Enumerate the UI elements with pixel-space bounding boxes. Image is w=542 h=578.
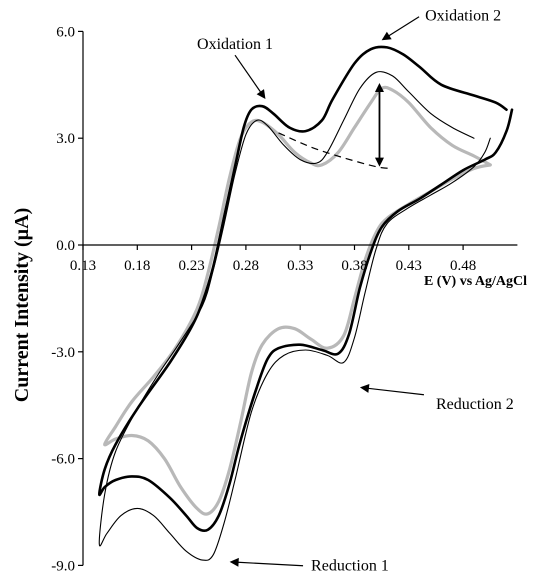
data-curves (98, 45, 514, 561)
series-thin-black (98, 71, 491, 561)
annotation-arrow (234, 54, 263, 95)
annotation-label: Reduction 2 (436, 396, 514, 413)
annotation-arrow (386, 16, 420, 38)
annotation-arrowhead (359, 383, 370, 393)
series-thick-gray (103, 85, 492, 516)
x-tick-label: 0.13 (70, 258, 96, 274)
y-tick-label: 0.0 (56, 238, 75, 254)
annotation-label: Oxidation 2 (425, 8, 501, 25)
annotation-arrow (235, 561, 304, 567)
x-tick-label: 0.33 (287, 258, 313, 274)
y-tick-label: 3.0 (56, 131, 75, 147)
annotation-arrowhead (229, 557, 239, 567)
y-axis-title: Current Intensity (µA) (11, 208, 33, 402)
y-tick-label: -3.0 (51, 345, 75, 361)
chart-annotations: Oxidation 1 Oxidation 2 Reduction 2 Reducti… (197, 8, 514, 575)
annotation-label: Reduction 1 (311, 558, 389, 575)
series-thick-black (98, 45, 514, 533)
x-tick-label: 0.18 (124, 258, 150, 274)
annotation-arrowhead (256, 89, 266, 100)
annotation-arrow (365, 387, 425, 396)
x-axis-title: E (V) vs Ag/AgCl (424, 274, 527, 289)
annotation-arrowhead (381, 31, 392, 41)
y-tick-label: -9.0 (51, 558, 75, 574)
y-tick-label: -6.0 (51, 452, 75, 468)
annotation-label: Oxidation 1 (197, 36, 273, 53)
ticks: 6.0 3.0 0.0 -3.0 -6.0 -9.0 0.13 0.18 0.23 0.28 0.3… (51, 24, 476, 574)
axes (82, 31, 518, 566)
x-tick-label: 0.28 (233, 258, 259, 274)
baseline-extrapolation (278, 132, 393, 170)
x-tick-label: 0.48 (450, 258, 476, 274)
x-tick-label: 0.38 (341, 258, 367, 274)
x-tick-label: 0.23 (178, 258, 204, 274)
peak-height-arrowhead (374, 83, 384, 93)
y-tick-label: 6.0 (56, 24, 75, 40)
x-tick-label: 0.43 (396, 258, 422, 274)
peak-height-arrowhead (374, 157, 384, 167)
